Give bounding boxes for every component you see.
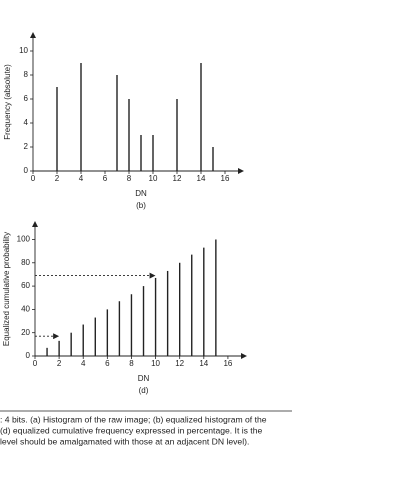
x-tick-label: 10 [151, 359, 160, 368]
x-tick-label: 2 [57, 359, 62, 368]
x-axis-label: DN [138, 374, 150, 383]
y-tick-label: 6 [24, 94, 29, 103]
y-tick-label: 4 [24, 118, 29, 127]
panel-label: (b) [136, 201, 146, 210]
y-tick-label: 10 [19, 46, 28, 55]
x-tick-label: 6 [103, 174, 108, 183]
x-tick-label: 14 [199, 359, 208, 368]
y-tick-label: 40 [21, 305, 30, 314]
y-axis-label: Equalized cumulative probability [2, 232, 11, 346]
x-tick-label: 12 [173, 174, 182, 183]
y-tick-label: 20 [21, 328, 30, 337]
caption-line: (d) equalized cumulative frequency expre… [0, 425, 262, 435]
x-tick-label: 16 [221, 174, 230, 183]
caption-line: level should be amalgamated with those a… [0, 436, 249, 446]
x-tick-label: 12 [175, 359, 184, 368]
x-tick-label: 8 [129, 359, 134, 368]
x-axis-label: DN [135, 189, 147, 198]
y-tick-label: 80 [21, 258, 30, 267]
x-tick-label: 6 [105, 359, 110, 368]
x-tick-label: 14 [197, 174, 206, 183]
y-tick-label: 2 [24, 142, 29, 151]
x-tick-label: 0 [31, 174, 36, 183]
x-tick-label: 4 [81, 359, 86, 368]
caption-line: : 4 bits. (a) Histogram of the raw image… [0, 414, 267, 424]
x-tick-label: 8 [127, 174, 132, 183]
x-tick-label: 0 [33, 359, 38, 368]
y-tick-label: 60 [21, 281, 30, 290]
x-tick-label: 2 [55, 174, 60, 183]
y-axis-label: Frequency (absolute) [3, 64, 12, 140]
y-tick-label: 0 [24, 166, 29, 175]
x-tick-label: 4 [79, 174, 84, 183]
y-tick-label: 8 [24, 70, 29, 79]
y-tick-label: 0 [26, 351, 31, 360]
x-tick-label: 10 [149, 174, 158, 183]
x-tick-label: 16 [223, 359, 232, 368]
y-tick-label: 100 [17, 235, 31, 244]
panel-label: (d) [139, 386, 149, 395]
